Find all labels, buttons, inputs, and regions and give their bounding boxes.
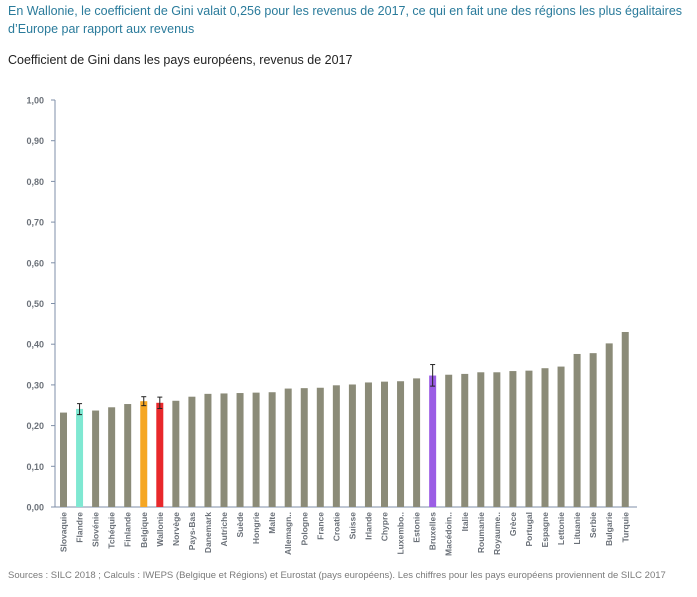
bar	[220, 393, 228, 507]
x-axis-labels: Slovaquie Flandre Slovénie Tchéquie Finlande…	[59, 512, 631, 556]
bar	[525, 370, 533, 507]
x-tick-label: Italie	[460, 512, 470, 532]
x-tick-label: Luxembo..	[396, 512, 406, 555]
x-tick-label: Norvège	[171, 512, 181, 546]
bar	[252, 392, 260, 507]
x-tick-label: Pologne	[299, 512, 309, 546]
x-tick-label: Flandre	[75, 512, 85, 543]
bar	[204, 393, 212, 507]
bar	[60, 412, 67, 507]
bar	[557, 366, 565, 507]
y-tick-label: 0,10	[26, 462, 44, 472]
y-tick-label: 0,90	[26, 136, 44, 146]
bar	[332, 385, 340, 507]
y-tick-label: 0,80	[26, 177, 44, 187]
x-tick-label: Autriche	[219, 512, 229, 547]
bar	[621, 331, 629, 507]
y-axis-ticks: 0,00 0,10 0,20 0,30 0,40 0,50 0,60 0,70 0,80 0,90…	[26, 96, 55, 513]
y-tick-label: 1,00	[26, 96, 44, 106]
x-tick-label: Finlande	[123, 512, 133, 547]
x-tick-label: Lituanie	[572, 512, 582, 545]
x-tick-label: France	[315, 512, 325, 540]
chart-headline: En Wallonie, le coefficient de Gini vala…	[8, 4, 683, 36]
x-tick-label: Grèce	[508, 512, 518, 536]
bar	[364, 382, 372, 507]
x-tick-label: Lettonie	[556, 512, 566, 545]
bar	[284, 388, 292, 507]
x-tick-label: Slovénie	[91, 512, 101, 547]
x-tick-label: Hongrie	[251, 512, 261, 544]
x-tick-label: Croatie	[331, 512, 341, 542]
bar	[76, 408, 84, 507]
bar	[108, 407, 116, 507]
bar	[589, 353, 597, 507]
x-tick-label: Bulgarie	[604, 512, 614, 546]
x-tick-label: Estonie	[412, 512, 422, 543]
x-tick-label: Danemark	[203, 512, 213, 553]
bar	[413, 378, 421, 507]
x-tick-label: Serbie	[588, 512, 598, 538]
y-tick-label: 0,70	[26, 218, 44, 228]
x-tick-label: Espagne	[540, 512, 550, 548]
bar	[348, 384, 356, 507]
y-tick-label: 0,50	[26, 299, 44, 309]
x-tick-label: Tchéquie	[107, 512, 117, 549]
error-bars	[77, 364, 436, 416]
bar	[92, 410, 100, 507]
bar	[477, 372, 485, 507]
x-tick-label: Bruxelles	[428, 512, 438, 551]
bar	[509, 371, 517, 507]
x-tick-label: Suisse	[347, 512, 357, 540]
bar	[445, 374, 453, 507]
bar	[236, 393, 244, 507]
bar	[124, 404, 132, 507]
bar	[605, 343, 613, 507]
bar	[156, 402, 164, 507]
x-tick-label: Wallonie	[155, 512, 165, 547]
x-tick-label: Royaume..	[492, 512, 502, 555]
y-tick-label: 0,30	[26, 380, 44, 390]
bar-chart: 0,00 0,10 0,20 0,30 0,40 0,50 0,60 0,70 0,80 0,90…	[26, 96, 637, 556]
bars	[60, 331, 629, 507]
x-tick-label: Suède	[235, 512, 245, 538]
x-tick-label: Slovaquie	[59, 512, 69, 552]
x-tick-label: Allemagn..	[283, 512, 293, 555]
bar	[268, 392, 276, 507]
chart-title: Coefficient de Gini dans les pays europé…	[8, 53, 353, 67]
bar	[172, 400, 180, 507]
bar	[429, 375, 437, 507]
bar	[140, 401, 148, 507]
y-tick-label: 0,40	[26, 340, 44, 350]
x-tick-label: Pays-Bas	[187, 512, 197, 551]
bar	[381, 381, 388, 507]
bar	[188, 396, 196, 507]
x-tick-label: Belgique	[139, 512, 149, 548]
bar	[493, 372, 501, 507]
bar	[573, 353, 581, 507]
y-tick-label: 0,60	[26, 258, 44, 268]
bar	[300, 388, 308, 507]
x-tick-label: Portugal	[524, 512, 534, 546]
x-tick-label: Turquie	[620, 512, 630, 543]
x-tick-label: Irlande	[363, 512, 373, 540]
x-tick-label: Chypre	[380, 512, 390, 542]
x-tick-label: Roumanie	[476, 512, 486, 553]
source-note: Sources : SILC 2018 ; Calculs : IWEPS (B…	[8, 570, 666, 581]
bar	[397, 381, 405, 507]
x-tick-label: Macédoin..	[444, 512, 454, 556]
bar	[461, 373, 469, 507]
y-tick-label: 0,00	[26, 503, 44, 513]
y-tick-label: 0,20	[26, 421, 44, 431]
bar	[316, 387, 324, 507]
x-tick-label: Malte	[267, 512, 277, 534]
bar	[541, 368, 549, 507]
